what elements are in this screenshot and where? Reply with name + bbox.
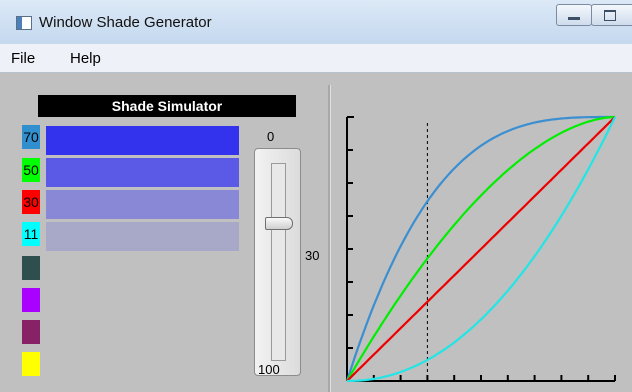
shade-curve-graph (345, 115, 616, 383)
minimize-button[interactable] (556, 4, 592, 26)
curve-concave (347, 116, 616, 383)
menu-bar: File Help (0, 44, 632, 73)
slider-track[interactable] (271, 163, 286, 361)
shade-bar-30 (46, 190, 239, 219)
window-title: Window Shade Generator (39, 14, 212, 31)
slider-min-label: 0 (267, 129, 275, 144)
simulator-title: Shade Simulator (38, 95, 296, 117)
app-window-icon (16, 16, 32, 30)
shade-label-70: 70 (22, 125, 40, 149)
curve-convex-mild (346, 115, 616, 382)
panel-divider (328, 85, 331, 392)
shade-slider[interactable] (254, 148, 301, 376)
slider-thumb[interactable] (265, 216, 293, 230)
curve-convex-strong (345, 115, 615, 382)
color-swatch[interactable] (22, 352, 40, 376)
curve-linear (346, 116, 616, 382)
shade-label-50: 50 (22, 158, 40, 182)
color-swatch[interactable] (22, 288, 40, 312)
shade-bar-50 (46, 158, 239, 187)
shade-bar-11 (46, 222, 239, 251)
color-swatch[interactable] (22, 256, 40, 280)
menu-file[interactable]: File (11, 50, 36, 67)
slider-value-label: 30 (305, 248, 320, 263)
minimize-icon (568, 17, 580, 20)
title-bar: Window Shade Generator (0, 0, 632, 44)
maximize-button[interactable] (591, 4, 632, 26)
client-area: Shade Simulator 70 50 30 11 0 30 100 (0, 73, 632, 392)
shade-bar-70 (46, 126, 239, 155)
maximize-icon (604, 10, 616, 21)
shade-label-11: 11 (22, 222, 40, 246)
color-swatch[interactable] (22, 320, 40, 344)
shade-label-30: 30 (22, 190, 40, 214)
slider-max-label: 100 (258, 362, 280, 377)
menu-help[interactable]: Help (70, 50, 101, 67)
